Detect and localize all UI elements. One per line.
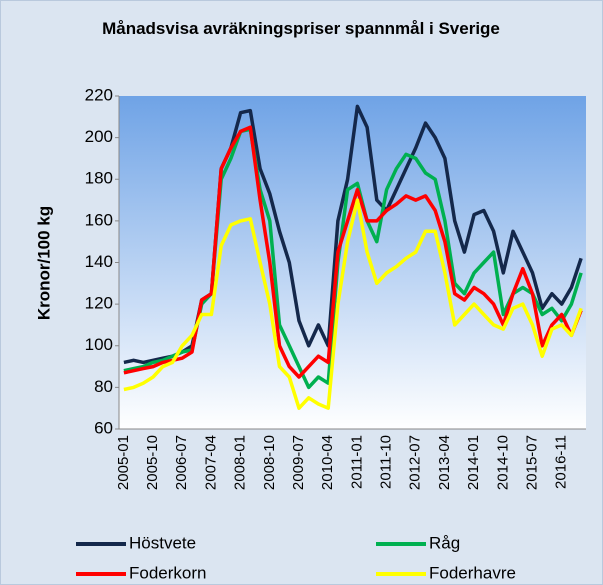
legend-label: Råg bbox=[429, 533, 460, 552]
y-axis-label: Kronor/100 kg bbox=[34, 206, 53, 320]
y-tick-label: 140 bbox=[85, 252, 113, 271]
x-tick-label: 2013-04 bbox=[436, 435, 453, 490]
y-tick-label: 220 bbox=[85, 85, 113, 104]
x-tick-label: 2011-01 bbox=[348, 435, 365, 489]
y-tick-label: 60 bbox=[94, 418, 113, 437]
x-tick-label: 2006-07 bbox=[173, 435, 190, 490]
x-tick-label: 2007-04 bbox=[202, 435, 219, 490]
x-tick-label: 2008-10 bbox=[261, 435, 278, 490]
legend-label: Höstvete bbox=[129, 533, 196, 552]
x-tick-label: 2005-10 bbox=[144, 435, 161, 490]
series-line bbox=[123, 198, 583, 410]
x-tick-label: 2014-10 bbox=[494, 435, 511, 490]
x-tick-label: 2009-07 bbox=[290, 435, 307, 490]
chart-title: Månadsvisa avräkningspriser spannmål i S… bbox=[102, 19, 500, 38]
x-tick-label: 2005-01 bbox=[115, 435, 132, 490]
x-tick-label: 2011-10 bbox=[378, 435, 395, 489]
legend-label: Foderkorn bbox=[129, 563, 206, 582]
y-tick-label: 180 bbox=[85, 169, 113, 188]
x-tick-label: 2010-04 bbox=[319, 435, 336, 490]
y-tick-label: 100 bbox=[85, 335, 113, 354]
legend-label: Foderhavre bbox=[429, 563, 516, 582]
x-tick-label: 2014-01 bbox=[465, 435, 482, 490]
y-tick-label: 200 bbox=[85, 127, 113, 146]
x-tick-label: 2012-07 bbox=[407, 435, 424, 490]
y-tick-label: 80 bbox=[94, 377, 113, 396]
x-tick-label: 2008-01 bbox=[232, 435, 249, 490]
x-tick-label: 2016-11 bbox=[553, 435, 570, 489]
x-tick-label: 2015-07 bbox=[523, 435, 540, 490]
y-tick-label: 120 bbox=[85, 294, 113, 313]
series-line bbox=[123, 125, 583, 379]
y-tick-label: 160 bbox=[85, 210, 113, 229]
